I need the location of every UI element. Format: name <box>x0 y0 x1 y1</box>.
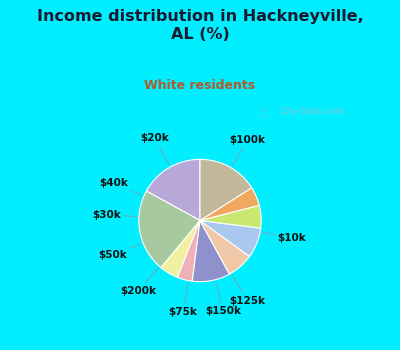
Text: Income distribution in Hackneyville,
AL (%): Income distribution in Hackneyville, AL … <box>37 9 363 42</box>
Wedge shape <box>200 220 250 274</box>
Wedge shape <box>200 188 259 220</box>
Text: ⦿: ⦿ <box>262 107 268 117</box>
Text: $100k: $100k <box>230 135 266 166</box>
Wedge shape <box>192 220 230 282</box>
Wedge shape <box>139 191 200 268</box>
Text: $150k: $150k <box>205 282 241 316</box>
Wedge shape <box>200 159 252 220</box>
Wedge shape <box>146 159 200 220</box>
Text: $75k: $75k <box>168 283 197 317</box>
Text: $200k: $200k <box>120 268 158 296</box>
Text: City-Data.com: City-Data.com <box>280 107 345 116</box>
Wedge shape <box>200 220 261 257</box>
Text: $30k: $30k <box>92 210 137 219</box>
Text: $40k: $40k <box>100 178 142 195</box>
Text: White residents: White residents <box>144 79 256 92</box>
Text: $125k: $125k <box>230 275 266 306</box>
Text: $50k: $50k <box>98 244 141 260</box>
Text: $20k: $20k <box>140 133 170 165</box>
Wedge shape <box>161 220 200 278</box>
Text: $10k: $10k <box>262 232 306 243</box>
Wedge shape <box>200 205 261 228</box>
Wedge shape <box>178 220 200 281</box>
